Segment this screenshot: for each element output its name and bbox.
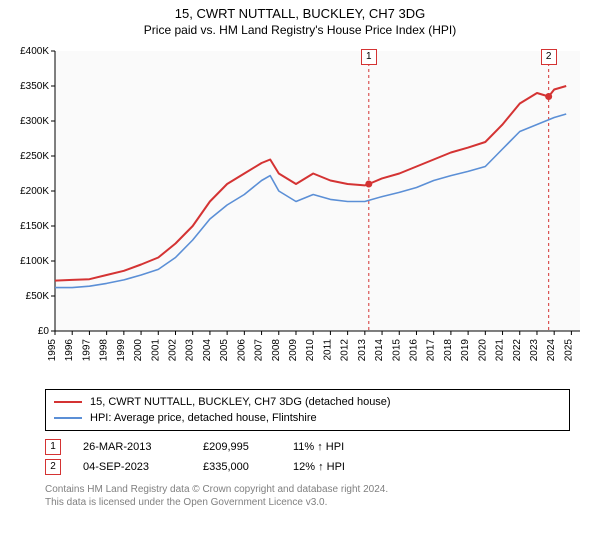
svg-text:£50K: £50K xyxy=(26,291,50,302)
sales-date: 26-MAR-2013 xyxy=(83,441,203,453)
sales-table: 1 26-MAR-2013£209,99511% ↑ HPI 2 04-SEP-202… xyxy=(45,437,570,477)
sales-price: £209,995 xyxy=(203,441,293,453)
svg-text:2017: 2017 xyxy=(426,339,437,362)
line-chart-svg: £0 £50K £100K £150K £200K £250K £300K £350K £400… xyxy=(10,41,590,381)
svg-text:1999: 1999 xyxy=(116,339,127,362)
sales-price: £335,000 xyxy=(203,461,293,473)
svg-text:2008: 2008 xyxy=(271,339,282,362)
svg-text:2025: 2025 xyxy=(563,339,574,362)
footer-line-1: Contains HM Land Registry data © Crown c… xyxy=(45,483,570,496)
svg-text:2006: 2006 xyxy=(236,339,247,362)
sales-marker-box: 1 xyxy=(45,439,61,455)
svg-text:2012: 2012 xyxy=(340,339,351,362)
svg-text:2015: 2015 xyxy=(391,339,402,362)
svg-text:2007: 2007 xyxy=(254,339,265,362)
svg-text:2002: 2002 xyxy=(167,339,178,362)
svg-text:£250K: £250K xyxy=(20,151,49,162)
svg-text:2023: 2023 xyxy=(529,339,540,362)
svg-text:2009: 2009 xyxy=(288,339,299,362)
svg-text:1998: 1998 xyxy=(99,339,110,362)
legend-label: 15, CWRT NUTTALL, BUCKLEY, CH7 3DG (deta… xyxy=(90,396,391,408)
svg-text:£400K: £400K xyxy=(20,46,49,57)
sales-date: 04-SEP-2023 xyxy=(83,461,203,473)
sales-row: 1 26-MAR-2013£209,99511% ↑ HPI xyxy=(45,437,570,457)
footer-attribution: Contains HM Land Registry data © Crown c… xyxy=(45,483,570,509)
sales-pct: 12% ↑ HPI xyxy=(293,461,383,473)
legend-row: HPI: Average price, detached house, Flin… xyxy=(54,410,561,426)
footer-line-2: This data is licensed under the Open Gov… xyxy=(45,496,570,509)
svg-text:2000: 2000 xyxy=(133,339,144,362)
sale-marker-1: 1 xyxy=(361,49,377,65)
chart-area: £0 £50K £100K £150K £200K £250K £300K £350K £400… xyxy=(10,41,590,381)
svg-text:£150K: £150K xyxy=(20,221,49,232)
svg-text:£300K: £300K xyxy=(20,116,49,127)
sales-row: 2 04-SEP-2023£335,00012% ↑ HPI xyxy=(45,457,570,477)
chart-container: 15, CWRT NUTTALL, BUCKLEY, CH7 3DG Price… xyxy=(0,0,600,560)
svg-text:2005: 2005 xyxy=(219,339,230,362)
sale-marker-2: 2 xyxy=(541,49,557,65)
svg-text:1997: 1997 xyxy=(81,339,92,362)
legend-swatch xyxy=(54,417,82,419)
svg-text:2019: 2019 xyxy=(460,339,471,362)
svg-text:2018: 2018 xyxy=(443,339,454,362)
chart-title: 15, CWRT NUTTALL, BUCKLEY, CH7 3DG xyxy=(0,0,600,21)
svg-text:1996: 1996 xyxy=(64,339,75,362)
legend-label: HPI: Average price, detached house, Flin… xyxy=(90,412,317,424)
svg-text:£200K: £200K xyxy=(20,186,49,197)
svg-text:2016: 2016 xyxy=(408,339,419,362)
chart-subtitle: Price paid vs. HM Land Registry's House … xyxy=(0,21,600,41)
svg-text:2001: 2001 xyxy=(150,339,161,362)
svg-text:£350K: £350K xyxy=(20,81,49,92)
legend: 15, CWRT NUTTALL, BUCKLEY, CH7 3DG (deta… xyxy=(45,389,570,431)
legend-swatch xyxy=(54,401,82,403)
svg-text:£100K: £100K xyxy=(20,256,49,267)
svg-text:2024: 2024 xyxy=(546,339,557,362)
svg-text:2010: 2010 xyxy=(305,339,316,362)
svg-text:2020: 2020 xyxy=(477,339,488,362)
svg-text:1995: 1995 xyxy=(47,339,58,362)
svg-text:2011: 2011 xyxy=(322,339,333,361)
sales-pct: 11% ↑ HPI xyxy=(293,441,383,453)
svg-text:2014: 2014 xyxy=(374,339,385,362)
sales-marker-box: 2 xyxy=(45,459,61,475)
svg-text:2004: 2004 xyxy=(202,339,213,362)
legend-row: 15, CWRT NUTTALL, BUCKLEY, CH7 3DG (deta… xyxy=(54,394,561,410)
svg-text:£0: £0 xyxy=(38,326,50,337)
svg-text:2013: 2013 xyxy=(357,339,368,362)
svg-text:2022: 2022 xyxy=(512,339,523,362)
svg-text:2021: 2021 xyxy=(495,339,506,362)
svg-text:2003: 2003 xyxy=(185,339,196,362)
